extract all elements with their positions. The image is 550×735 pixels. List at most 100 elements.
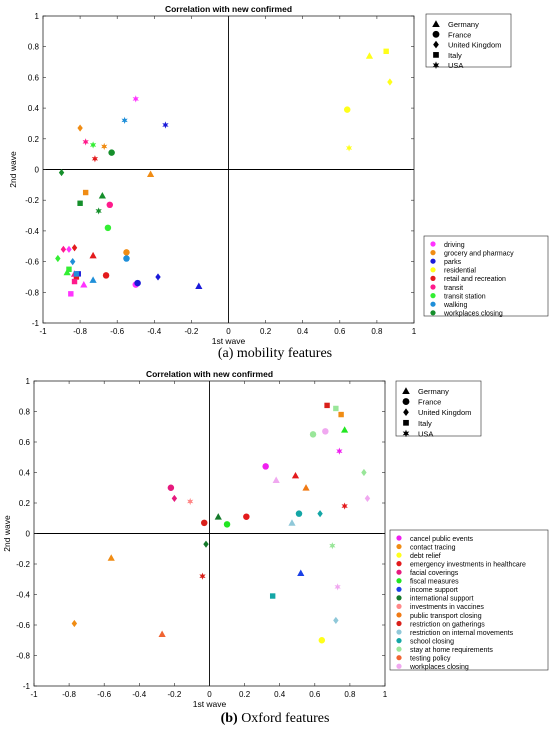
oxford-legend-shape-diamond-icon — [403, 408, 409, 416]
oxford-point-fiscal-measures-germany — [341, 426, 349, 433]
oxford-xtick-label: 0.2 — [239, 690, 251, 699]
oxford-legend-feature-label: school closing — [410, 638, 454, 645]
mobility-point-residential-united-kingdom — [387, 78, 393, 86]
oxford-ytick-label: 0.8 — [19, 408, 31, 417]
oxford-xtick-label: -0.8 — [62, 690, 76, 699]
mobility-legend-feature-label: residential — [444, 268, 476, 275]
oxford-chart-title: Correlation with new confirmed — [146, 369, 273, 379]
mobility-ytick-label: -0.2 — [25, 196, 39, 205]
oxford-point-investments-in-vaccines-usa — [187, 497, 194, 506]
mobility-point-transit-station-united-kingdom — [55, 254, 61, 263]
mobility-legend-color-dot — [430, 275, 436, 281]
mobility-ytick-label: 0.8 — [28, 43, 40, 52]
mobility-point-retail-and-recreation-united-kingdom — [71, 244, 78, 252]
oxford-ytick-label: -0.6 — [16, 621, 30, 630]
oxford-xtick-label: -0.2 — [168, 690, 182, 699]
oxford-ytick-label: -0.8 — [16, 652, 30, 661]
oxford-legend-color-dot — [396, 620, 402, 627]
oxford-legend-color-dot — [396, 569, 402, 575]
mobility-point-walking-italy — [73, 271, 80, 277]
mobility-point-retail-and-recreation-germany — [89, 251, 97, 259]
oxford-point-restriction-on-gatherings-usa — [199, 572, 206, 580]
oxford-point-stay-at-home-requirements-usa — [329, 542, 336, 550]
mobility-point-driving-germany — [80, 281, 88, 288]
mobility-point-grocery-and-pharmacy-usa — [101, 142, 108, 151]
oxford-point-international-support-united-kingdom — [203, 540, 209, 548]
mobility-point-transit-usa — [82, 138, 89, 146]
mobility-xtick-label: 0.4 — [297, 327, 309, 336]
oxford-legend-feature-label: investments in vaccines — [410, 604, 484, 611]
oxford-ytick-label: 0.2 — [19, 499, 31, 508]
mobility-xtick-label: 0.6 — [334, 327, 346, 336]
oxford-legend-color-dot — [396, 552, 402, 558]
mobility-point-workplaces-closing-italy — [77, 200, 83, 206]
mobility-legend-feature-label: transit station — [444, 293, 486, 300]
oxford-point-cancel-public-events-usa — [336, 447, 343, 455]
oxford-xtick-label: -0.4 — [132, 690, 146, 699]
mobility-data-points — [55, 48, 393, 297]
mobility-point-parks-france — [134, 279, 141, 287]
oxford-point-stay-at-home-requirements-italy — [333, 405, 339, 412]
oxford-legend-color-dot — [396, 595, 402, 601]
mobility-xtick-label: 1 — [412, 327, 417, 336]
mobility-ytick-label: 1 — [35, 12, 40, 21]
oxford-chart-panel: -1 -0.8 -0.6 -0.4 -0.2 0 0.2 0.4 0.6 0.8 1 -1 -0.8 -0… — [0, 368, 550, 735]
oxford-xtick-label: 0.8 — [344, 690, 356, 699]
oxford-point-school-closing-italy — [269, 593, 276, 599]
oxford-legend-feature-label: public transport closing — [410, 613, 482, 620]
oxford-legend-country-label: Germany — [418, 387, 449, 396]
mobility-point-workplaces-closing-germany — [98, 191, 106, 199]
mobility-caption: (a) mobility features — [217, 346, 333, 361]
oxford-point-debt-relief-france — [318, 637, 326, 644]
oxford-point-restriction-on-internal-movements-germany — [288, 519, 296, 526]
mobility-chart-panel: -1 -0.8 -0.6 -0.4 -0.2 0 0.2 0.4 0.6 0.8 1 -1 -0.8 -0… — [8, 4, 549, 361]
mobility-xtick-label: 0.8 — [371, 327, 383, 336]
oxford-legend-feature-label: restriction on gatherings — [410, 621, 485, 628]
oxford-point-workplaces-closing-germany — [272, 476, 280, 484]
mobility-point-walking-usa — [121, 116, 128, 124]
oxford-caption-label: (b) — [220, 711, 238, 726]
oxford-legend-feature-label: cancel public events — [410, 536, 474, 543]
oxford-point-international-support-germany — [214, 513, 222, 520]
oxford-point-facial-coverings-france — [167, 484, 175, 491]
mobility-point-transit-station-france — [104, 224, 112, 232]
mobility-point-transit-united-kingdom — [60, 245, 67, 253]
mobility-scatter-chart: -1 -0.8 -0.6 -0.4 -0.2 0 0.2 0.4 0.6 0.8 1 -1 -0.8 -0… — [8, 4, 549, 345]
mobility-legend-shape-star-icon — [432, 61, 440, 69]
mobility-point-retail-and-recreation-italy — [73, 274, 80, 280]
mobility-legend-color-dot — [430, 310, 436, 316]
mobility-point-walking-united-kingdom — [69, 258, 76, 266]
mobility-legend-feature-label: retail and recreation — [444, 276, 506, 283]
mobility-point-workplaces-closing-france — [108, 149, 115, 156]
mobility-ytick-label: 0.4 — [28, 104, 40, 113]
oxford-legend-color-dot — [396, 646, 402, 652]
oxford-x-axis-label: 1st wave — [193, 699, 227, 709]
oxford-point-fiscal-measures-france — [223, 521, 231, 528]
oxford-point-contact-tracing-italy — [338, 411, 344, 418]
mobility-xtick-label: 0 — [226, 327, 231, 336]
oxford-shape-legend-box — [395, 380, 482, 437]
mobility-legend-feature-label: transit — [444, 285, 463, 292]
mobility-legend-shape-diamond-icon — [433, 40, 439, 49]
oxford-point-public-transport-closing-germany — [302, 484, 310, 491]
oxford-legend-country-label: USA — [418, 429, 433, 438]
mobility-ytick-label: -1 — [32, 319, 40, 328]
oxford-color-legend-box — [389, 529, 549, 671]
mobility-point-transit-station-italy — [66, 266, 72, 272]
mobility-xtick-label: -0.8 — [73, 327, 87, 336]
mobility-ytick-label: -0.4 — [25, 227, 39, 236]
oxford-legend-color-dot — [396, 638, 402, 644]
mobility-point-parks-united-kingdom — [155, 273, 161, 281]
mobility-legend-shape-circle-icon — [432, 30, 440, 38]
mobility-point-grocery-and-pharmacy-germany — [146, 170, 155, 177]
mobility-legend-shape-triangle-icon — [432, 20, 440, 28]
mobility-point-grocery-and-pharmacy-france — [123, 249, 130, 256]
mobility-legend-feature-label: parks — [444, 259, 462, 266]
mobility-legend-color-dot — [430, 301, 436, 307]
oxford-point-workplaces-closing-usa — [334, 583, 341, 591]
oxford-xtick-label: 0.6 — [309, 690, 321, 699]
oxford-legend-color-dot — [396, 655, 402, 661]
oxford-legend-color-dot — [396, 543, 402, 550]
oxford-legend-color-dot — [396, 612, 402, 618]
oxford-xtick-label: 1 — [383, 690, 388, 699]
